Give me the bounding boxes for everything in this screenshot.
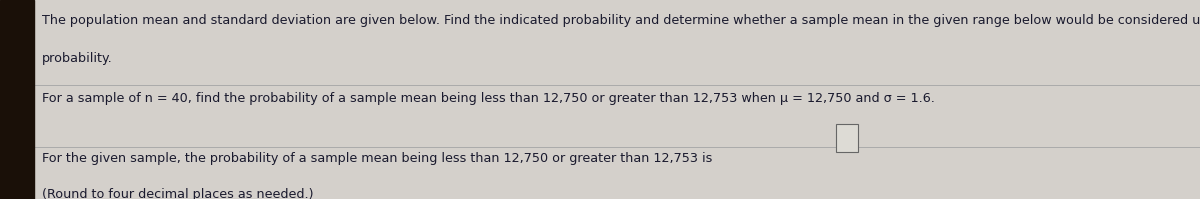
Text: For the given sample, the probability of a sample mean being less than 12,750 or: For the given sample, the probability of… xyxy=(42,152,713,165)
Bar xyxy=(0,0,34,199)
FancyBboxPatch shape xyxy=(836,124,858,152)
Text: (Round to four decimal places as needed.): (Round to four decimal places as needed.… xyxy=(42,188,313,199)
Text: probability.: probability. xyxy=(42,52,113,65)
Text: The population mean and standard deviation are given below. Find the indicated p: The population mean and standard deviati… xyxy=(42,14,1200,27)
Text: For a sample of n = 40, find the probability of a sample mean being less than 12: For a sample of n = 40, find the probabi… xyxy=(42,92,935,104)
